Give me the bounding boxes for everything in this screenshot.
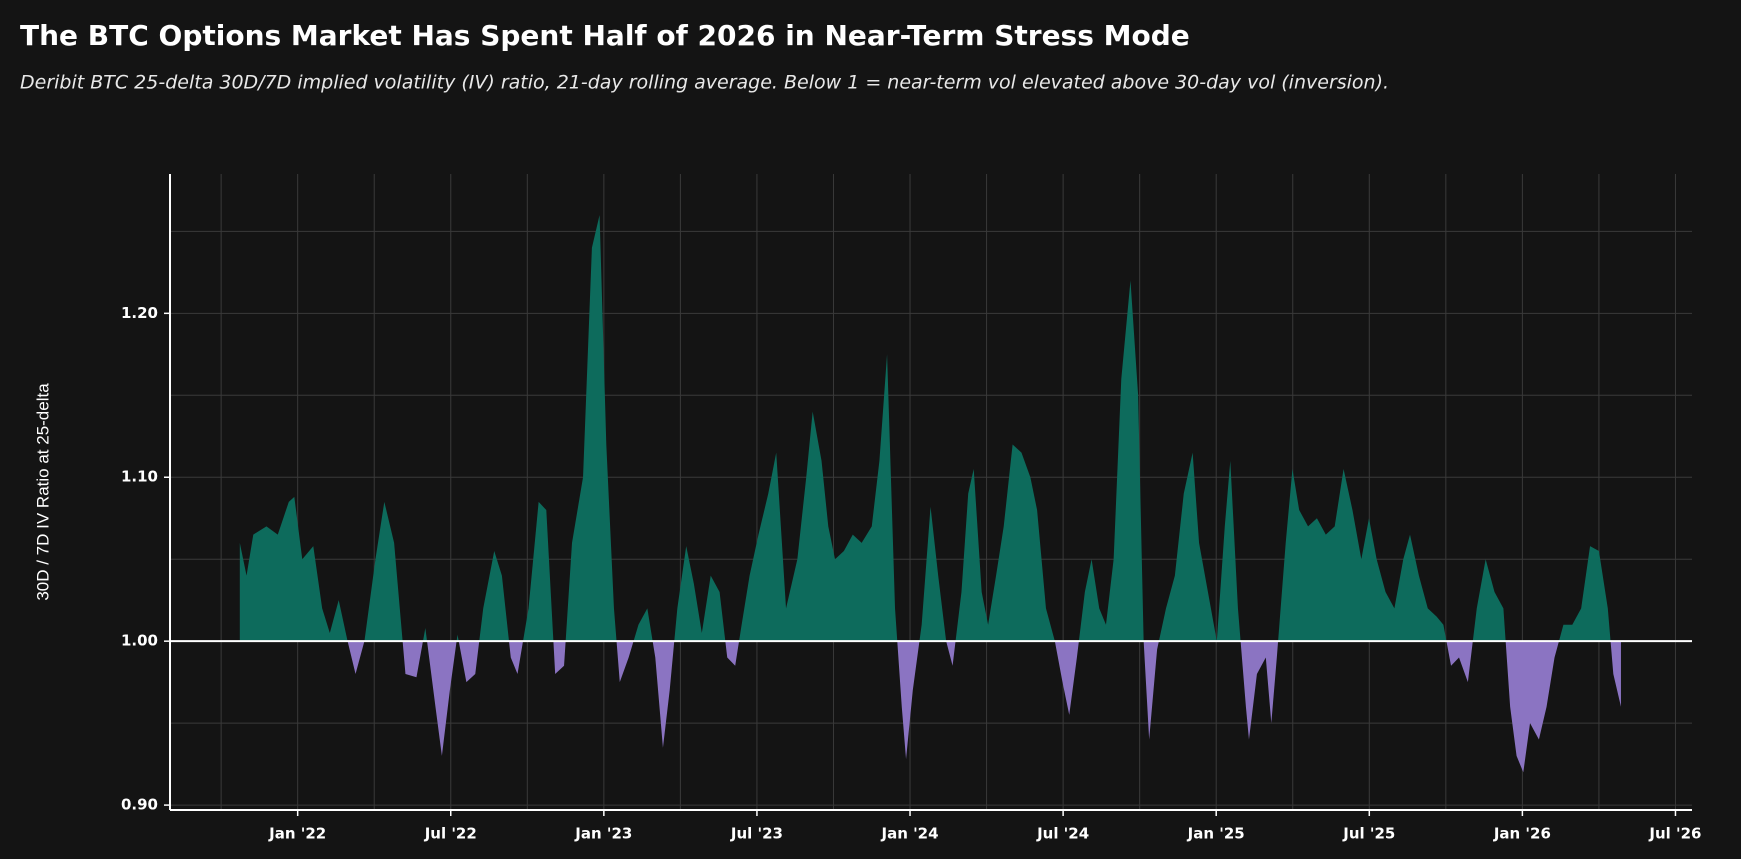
x-tick-label: Jan '22	[268, 825, 326, 843]
x-tick-label: Jul '24	[1036, 825, 1089, 843]
x-tick-label: Jul '22	[424, 825, 477, 843]
y-tick-label: 1.20	[121, 304, 158, 322]
y-axis-label: 30D / 7D IV Ratio at 25-delta	[33, 383, 52, 601]
x-tick-label: Jul '25	[1342, 825, 1395, 843]
x-tick-label: Jan '24	[880, 825, 938, 843]
y-tick-label: 0.90	[121, 796, 158, 814]
chart-title: The BTC Options Market Has Spent Half of…	[20, 19, 1190, 52]
area-below	[239, 641, 1621, 773]
x-tick-label: Jul '26	[1648, 825, 1701, 843]
chart-subtitle: Deribit BTC 25-delta 30D/7D implied vola…	[20, 72, 1389, 94]
area-above	[239, 214, 1611, 642]
x-tick-label: Jan '25	[1187, 825, 1245, 843]
y-tick-label: 1.10	[121, 468, 158, 486]
x-tick-label: Jul '23	[730, 825, 783, 843]
y-tick-label: 1.00	[121, 632, 158, 650]
x-tick-label: Jan '26	[1493, 825, 1551, 843]
x-tick-label: Jan '23	[574, 825, 632, 843]
